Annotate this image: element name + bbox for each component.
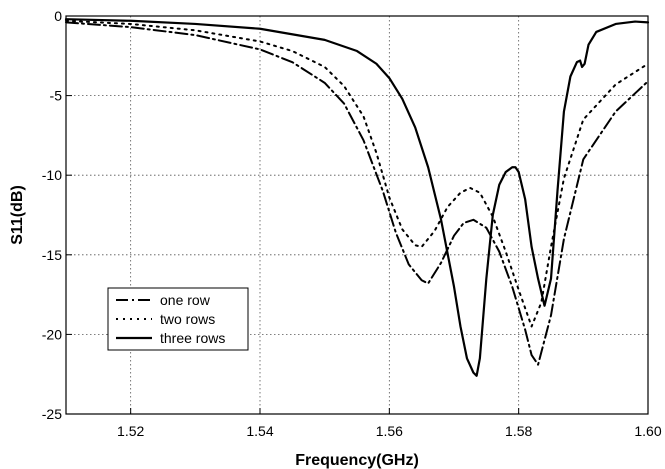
- x-tick-label: 1.60: [634, 423, 661, 439]
- grid: [66, 16, 648, 414]
- x-tick-label: 1.56: [376, 423, 403, 439]
- plot-area-frame: [65, 15, 649, 415]
- y-tick-label: -15: [42, 247, 62, 263]
- y-axis-title: S11(dB): [9, 185, 26, 245]
- axis-ticks: 1.52 1.54 1.56 1.58 1.60 0 -5 -10 -15 -20 -25: [42, 8, 662, 439]
- legend-label: two rows: [160, 311, 215, 327]
- x-axis-title: Frequency(GHz): [295, 452, 419, 469]
- x-tick-label: 1.54: [246, 423, 273, 439]
- y-tick-label: -5: [50, 88, 63, 104]
- y-tick-label: -20: [42, 326, 62, 342]
- legend: one row two rows three rows: [107, 287, 249, 351]
- legend-label: three rows: [160, 330, 225, 346]
- y-tick-label: 0: [54, 8, 62, 24]
- x-tick-label: 1.58: [505, 423, 532, 439]
- y-tick-label: -25: [42, 406, 62, 422]
- series-line-three-rows: [64, 18, 650, 377]
- series-line-two-rows: [65, 19, 649, 328]
- x-tick-label: 1.52: [117, 423, 144, 439]
- y-tick-label: -10: [42, 167, 62, 183]
- legend-label: one row: [160, 292, 211, 308]
- data-series: [64, 18, 650, 377]
